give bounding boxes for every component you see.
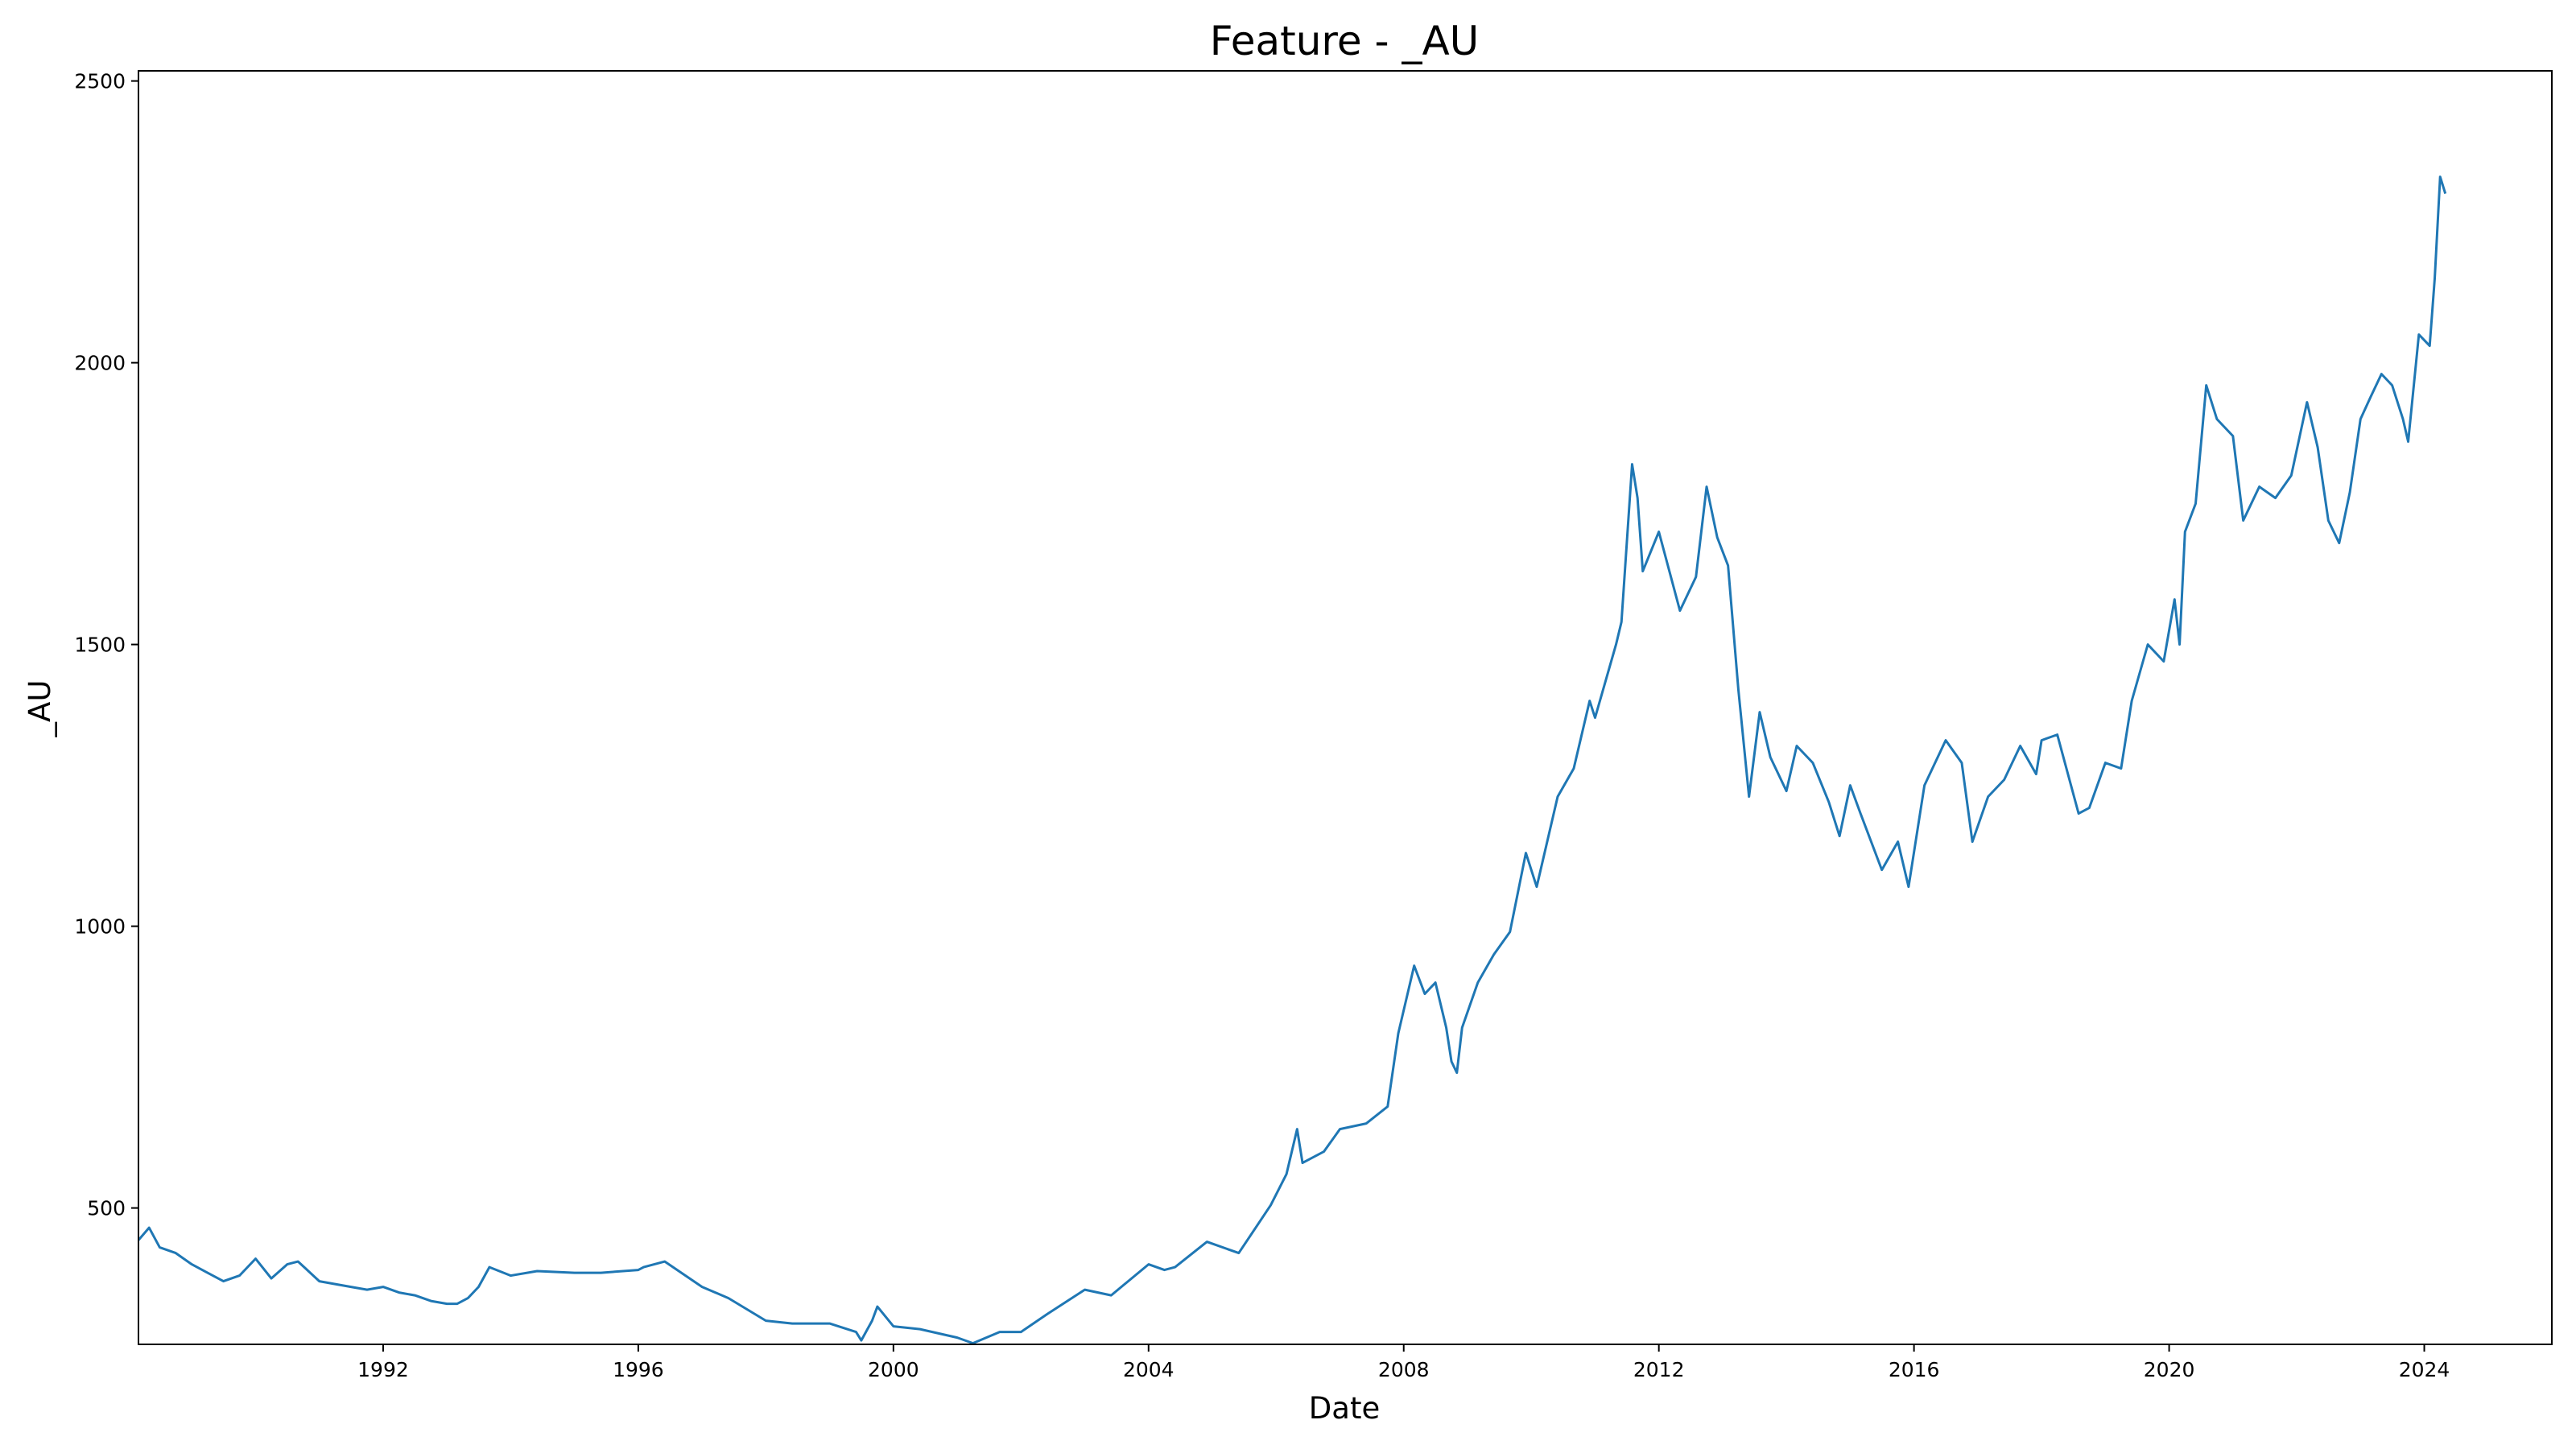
y-tick-label: 2000 — [74, 352, 126, 375]
x-axis-label: Date — [1309, 1391, 1380, 1426]
series-line-0 — [138, 175, 2447, 1344]
chart-title: Feature - _AU — [1210, 18, 1480, 64]
y-tick-label: 1500 — [74, 634, 126, 657]
y-tick-label: 2500 — [74, 70, 126, 93]
x-tick-label: 2016 — [1889, 1358, 1940, 1381]
x-axis: 1992 1996 2000 2004 2008 2012 2016 2020 2024 — [357, 1344, 2450, 1381]
x-tick-label: 2012 — [1633, 1358, 1685, 1381]
x-tick-label: 1996 — [613, 1358, 664, 1381]
axes-frame — [138, 70, 2553, 1345]
x-tick-label: 1992 — [357, 1358, 409, 1381]
x-tick-label: 2008 — [1378, 1358, 1430, 1381]
x-tick-label: 2020 — [2144, 1358, 2195, 1381]
x-tick-label: 2024 — [2399, 1358, 2450, 1381]
x-tick-label: 2000 — [868, 1358, 919, 1381]
x-tick-label: 2004 — [1123, 1358, 1174, 1381]
y-axis: 500 1000 1500 2000 2500 — [74, 70, 138, 1220]
y-tick-label: 500 — [87, 1197, 126, 1220]
y-tick-label: 1000 — [74, 915, 126, 939]
plot-area — [138, 175, 2447, 1344]
y-axis-label: _AU — [23, 680, 57, 738]
